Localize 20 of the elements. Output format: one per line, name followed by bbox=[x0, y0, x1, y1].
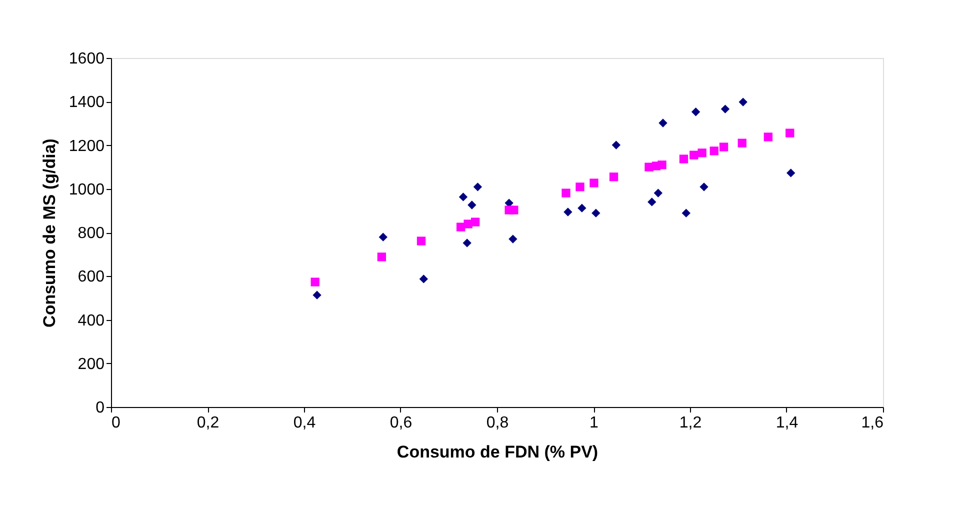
y-tick-label: 1400 bbox=[68, 94, 105, 112]
y-tick-label: 1600 bbox=[68, 50, 105, 68]
y-tick-label: 0 bbox=[96, 400, 105, 416]
x-tick-label: 0,2 bbox=[196, 414, 220, 432]
y-axis-title: Consumo de MS (g/dia) bbox=[40, 138, 59, 328]
x-tick-label: 1,4 bbox=[776, 414, 798, 432]
x-tick-label: 0,6 bbox=[390, 414, 412, 432]
x-tick-label: 0,8 bbox=[486, 414, 509, 432]
x-tick-label: 0,4 bbox=[293, 414, 316, 432]
x-tick-label: 1,2 bbox=[679, 414, 702, 432]
x-tick-label: 1 bbox=[590, 414, 599, 432]
y-tick-label: 600 bbox=[78, 268, 105, 286]
x-tick-label: 1,6 bbox=[861, 414, 884, 432]
y-tick-label: 1200 bbox=[68, 138, 105, 155]
x-tick-label: 0 bbox=[112, 414, 120, 432]
y-tick-label: 800 bbox=[78, 225, 105, 242]
x-axis-title: Consumo de FDN (% PV) bbox=[396, 442, 598, 462]
y-tick-label: 200 bbox=[78, 356, 105, 373]
y-tick-label: 1000 bbox=[68, 181, 105, 198]
y-tick-label: 400 bbox=[78, 312, 105, 330]
